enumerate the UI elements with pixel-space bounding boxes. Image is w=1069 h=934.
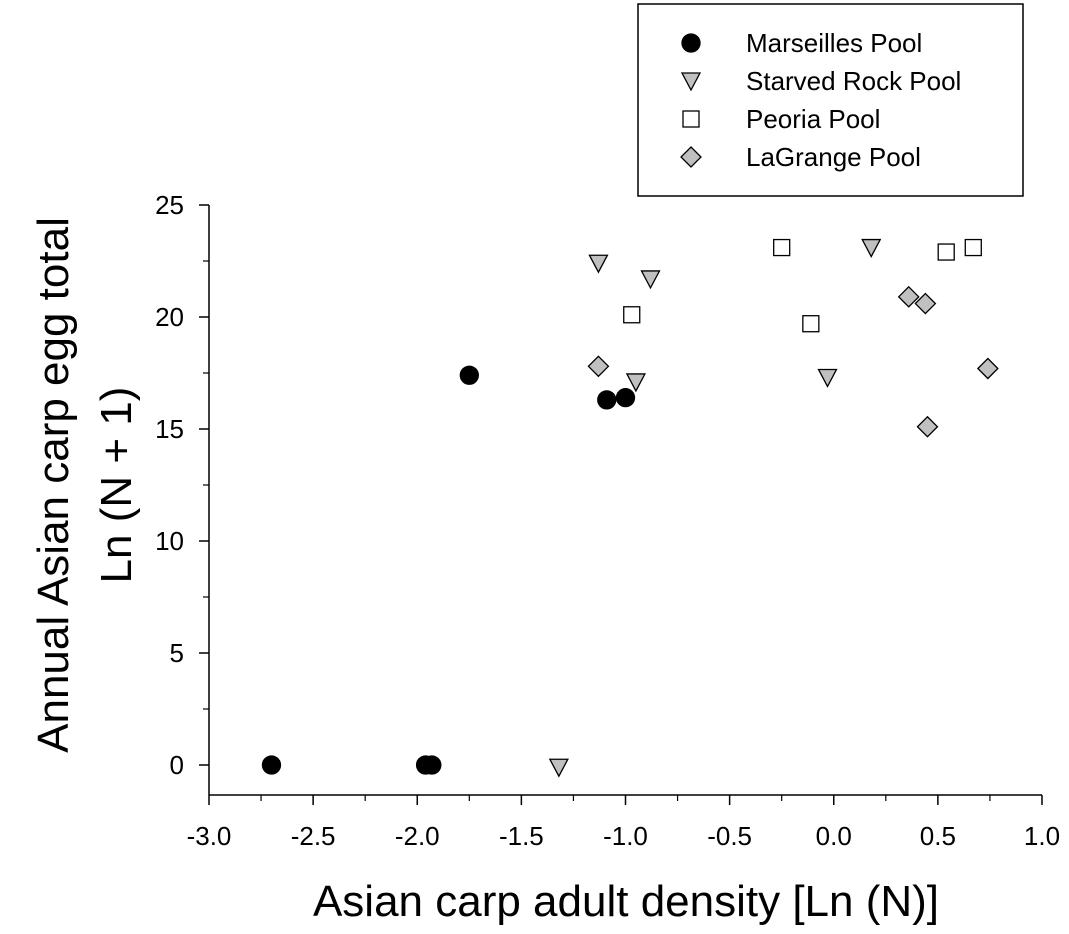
point-lagrange-pool bbox=[916, 415, 939, 438]
legend: Marseilles Pool Starved Rock Pool Peoria P… bbox=[637, 3, 1024, 197]
legend-label-peoria-pool: Peoria Pool bbox=[746, 104, 880, 134]
legend-marker-lagrange-pool bbox=[680, 146, 702, 168]
point-peoria-pool bbox=[773, 238, 791, 257]
x-axis-title: Asian carp adult density [Ln (N)] bbox=[313, 877, 939, 926]
legend-marker-marseilles-pool bbox=[681, 33, 701, 53]
point-starved-rock-pool bbox=[861, 238, 882, 258]
point-marseilles-pool bbox=[615, 387, 636, 408]
point-marseilles-pool bbox=[597, 390, 617, 410]
x-tick-label: -0.5 bbox=[707, 821, 752, 851]
point-marseilles-pool bbox=[422, 755, 442, 775]
point-marseilles-pool bbox=[261, 755, 282, 775]
point-starved-rock-pool bbox=[625, 373, 646, 393]
axes: -3.0 -2.5 -2.0 -1.5 -1.0 -0.5 0.0 0.5 1.0 0 5 10 15 2… bbox=[155, 190, 1060, 851]
legend-marker-peoria-pool bbox=[682, 110, 700, 128]
legend-marker-starved-rock-pool bbox=[680, 72, 702, 92]
point-lagrange-pool bbox=[897, 285, 920, 308]
y-tick-label: 25 bbox=[155, 190, 184, 220]
y-tick-label: 0 bbox=[170, 750, 184, 780]
point-peoria-pool bbox=[964, 238, 982, 257]
point-peoria-pool bbox=[802, 315, 820, 333]
x-tick-label: -3.0 bbox=[187, 821, 232, 851]
point-starved-rock-pool bbox=[548, 758, 569, 778]
legend-label-starved-rock-pool: Starved Rock Pool bbox=[746, 66, 961, 96]
y-axis-title-line2: Ln (N + 1) bbox=[92, 387, 141, 584]
x-tick-label: -2.0 bbox=[395, 821, 440, 851]
y-tick-label: 10 bbox=[155, 526, 184, 556]
x-tick-label: -2.5 bbox=[291, 821, 336, 851]
y-tick-label: 5 bbox=[170, 638, 184, 668]
y-axis-title-line1: Annual Asian carp egg total bbox=[29, 217, 78, 753]
y-tick-label: 20 bbox=[155, 302, 184, 332]
legend-label-lagrange-pool: LaGrange Pool bbox=[746, 142, 921, 172]
point-starved-rock-pool bbox=[588, 254, 609, 274]
point-peoria-pool bbox=[623, 306, 641, 324]
x-tick-label: 0.0 bbox=[816, 821, 852, 851]
x-tick-label: -1.5 bbox=[499, 821, 544, 851]
point-starved-rock-pool bbox=[817, 368, 838, 388]
point-peoria-pool bbox=[937, 243, 955, 261]
point-starved-rock-pool bbox=[640, 270, 661, 290]
data-points bbox=[261, 238, 999, 778]
point-lagrange-pool bbox=[976, 357, 999, 380]
y-tick-label: 15 bbox=[155, 414, 184, 444]
x-tick-label: 0.5 bbox=[920, 821, 956, 851]
x-tick-label: -1.0 bbox=[603, 821, 648, 851]
x-tick-label: 1.0 bbox=[1024, 821, 1060, 851]
point-lagrange-pool bbox=[587, 355, 610, 378]
legend-label-marseilles-pool: Marseilles Pool bbox=[746, 28, 922, 58]
point-marseilles-pool bbox=[459, 365, 479, 385]
point-lagrange-pool bbox=[914, 292, 937, 315]
legend-box bbox=[637, 3, 1024, 197]
